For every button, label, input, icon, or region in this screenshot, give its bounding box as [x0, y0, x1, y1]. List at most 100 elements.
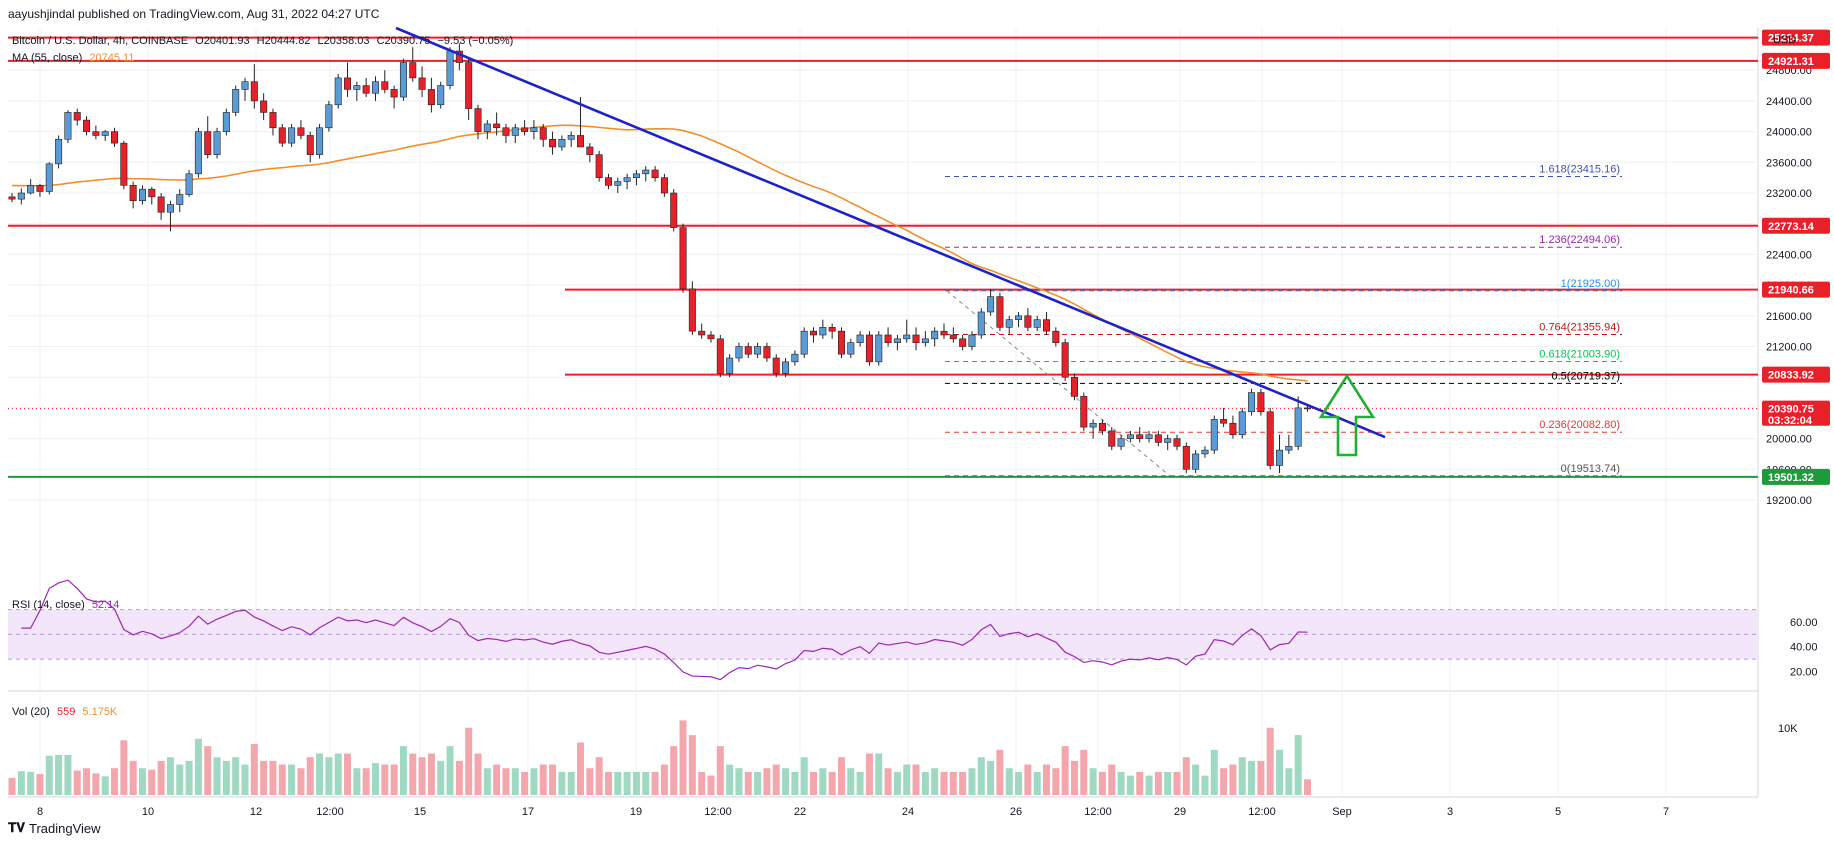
candle-body [306, 135, 314, 155]
candle-body [1285, 445, 1293, 451]
price-tag-bg [1762, 468, 1830, 485]
volume-bar [688, 735, 696, 795]
volume-bar [362, 768, 370, 795]
candle-body [1266, 411, 1274, 466]
candle-body [688, 288, 696, 332]
volume-bar [1117, 771, 1125, 795]
candle-body [204, 131, 212, 155]
candle-body [250, 81, 258, 102]
tradingview-logo[interactable]: 𝐓𝐕 TradingView [8, 820, 101, 836]
candle-body [465, 62, 473, 109]
volume-bar [1136, 771, 1144, 795]
volume-bar [586, 768, 594, 795]
ma-legend[interactable]: MA (55, close) 20745.11 [12, 52, 134, 64]
candle-body [1238, 411, 1246, 436]
volume-bar [148, 769, 156, 795]
candle-body [334, 77, 342, 106]
candle-body [371, 81, 379, 94]
volume-bar [213, 757, 221, 795]
rsi-legend[interactable]: RSI (14, close) 52.14 [12, 599, 119, 611]
candle-body [1164, 438, 1172, 443]
volume-bar [1024, 764, 1032, 795]
candle-body [138, 188, 146, 201]
volume-bar [17, 771, 25, 795]
candle-body [1015, 315, 1023, 320]
volume-bar [1154, 771, 1162, 795]
volume-bar [381, 764, 389, 795]
volume-bar [968, 768, 976, 795]
candle-body [586, 146, 594, 155]
candle-body [1192, 453, 1200, 470]
x-tick-label: 15 [414, 806, 426, 818]
volume-bar [36, 774, 44, 795]
candle-body [511, 127, 519, 136]
volume-bar [129, 760, 137, 795]
candle-body [55, 138, 63, 165]
candle-body [493, 123, 501, 129]
candle-body [903, 334, 911, 340]
volume-bar [1164, 771, 1172, 795]
candle-body [1061, 342, 1069, 378]
volume-bar [912, 764, 920, 795]
volume-bar [437, 760, 445, 795]
volume-bar [1294, 735, 1302, 795]
candle-body [1229, 422, 1237, 436]
candle-body [1024, 315, 1032, 328]
candle-body [1108, 430, 1116, 447]
vol-legend[interactable]: Vol (20) 559 5.175K [12, 706, 117, 718]
volume-bar [1276, 749, 1284, 795]
volume-bar [288, 764, 296, 795]
volume-bar [856, 771, 864, 795]
candle-body [1089, 422, 1097, 428]
volume-bar [819, 768, 827, 795]
volume-bar [754, 771, 762, 795]
volume-bar [726, 764, 734, 795]
rsi-label: RSI (14, close) [12, 599, 85, 611]
x-tick-label: 3 [1447, 806, 1453, 818]
volume-bar [707, 775, 715, 795]
candle-body [623, 177, 631, 182]
price-tag-label: 20390.75 [1768, 404, 1814, 416]
fib-level-label: 0.236(20082.80) [1539, 419, 1620, 431]
volume-bar [921, 771, 929, 795]
price-tag-bg [1762, 400, 1830, 417]
volume-bar [931, 768, 939, 795]
candle-body [381, 81, 389, 90]
candle-body [726, 357, 734, 374]
volume-bar [1070, 760, 1078, 795]
volume-bar [744, 771, 752, 795]
volume-bar [549, 764, 557, 795]
volume-bar [1052, 768, 1060, 795]
volume-bar [185, 760, 193, 795]
candle-body [297, 127, 305, 136]
volume-bar [1098, 771, 1106, 795]
ohlc-open: O20401.93 [195, 35, 250, 47]
y-tick-label: 20000.00 [1766, 434, 1812, 446]
volume-bar [176, 764, 184, 795]
volume-bar [558, 771, 566, 795]
candle-body [483, 123, 491, 132]
x-tick-label: 22 [794, 806, 806, 818]
candle-body [36, 185, 44, 192]
candle-body [1294, 407, 1302, 447]
symbol-legend[interactable]: Bitcoin / U.S. Dollar, 4h, COINBASE O204… [12, 35, 513, 47]
x-tick-label: 5 [1555, 806, 1561, 818]
volume-bar [474, 753, 482, 795]
volume-bar [539, 764, 547, 795]
fib-level-label: 1.236(22494.06) [1539, 234, 1620, 246]
volume-bar [73, 770, 81, 795]
fib-level-label: 0.618(21003.90) [1539, 349, 1620, 361]
candle-body [269, 112, 277, 129]
volume-bar [241, 764, 249, 795]
volume-bar [483, 768, 491, 795]
ohlc-low: L20358.03 [317, 35, 370, 47]
volume-bar [399, 746, 407, 795]
volume-bar [138, 768, 146, 795]
candle-body [754, 346, 762, 355]
candle-body [166, 204, 174, 213]
candle-body [45, 163, 53, 192]
volume-bar [120, 740, 128, 795]
candle-body [446, 50, 454, 86]
volume-bar [1257, 760, 1265, 795]
volume-bar [1005, 768, 1013, 795]
